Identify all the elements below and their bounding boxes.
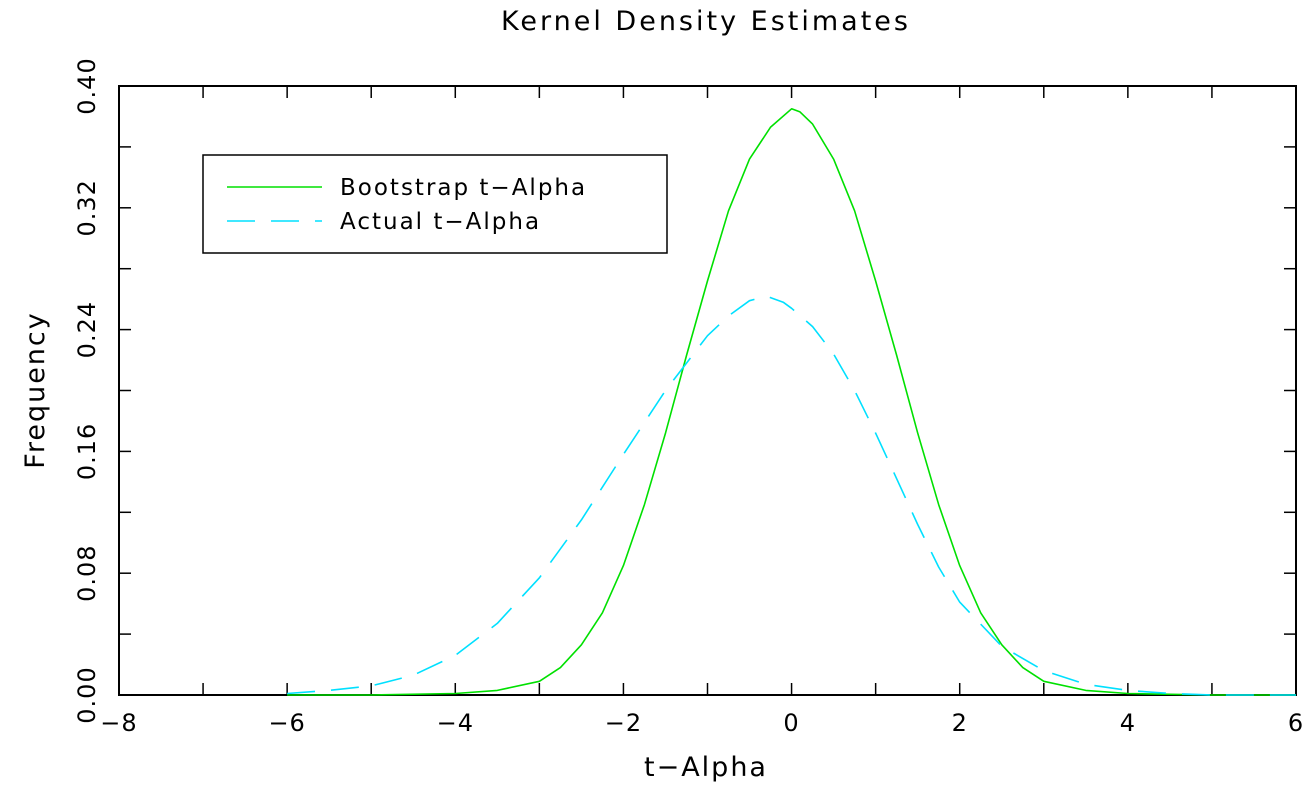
x-tick-label: −8 <box>100 709 137 737</box>
x-tick-label: 4 <box>1120 709 1136 737</box>
tick-labels: −8 −6 −4 −2 0 2 4 6 0.00 0.08 0.16 0.24 0.32 0.40 <box>73 57 1304 737</box>
x-tick-label: −2 <box>605 709 642 737</box>
series-line-bootstrap <box>287 108 1296 696</box>
series-line-actual <box>287 295 1296 696</box>
y-tick-label: 0.32 <box>73 179 101 236</box>
x-tick-label: 0 <box>783 709 799 737</box>
y-tick-label: 0.00 <box>73 666 101 723</box>
y-axis-label: Frequency <box>20 311 51 468</box>
legend-box <box>202 154 668 254</box>
x-tick-label: 2 <box>952 709 968 737</box>
y-tick-label: 0.40 <box>73 57 101 114</box>
x-tick-label: −4 <box>437 709 474 737</box>
axis-ticks <box>118 85 1297 696</box>
chart-title: Kernel Density Estimates <box>501 6 911 37</box>
legend: Bootstrap t−Alpha Actual t−Alpha <box>202 154 668 254</box>
x-tick-label: −6 <box>268 709 305 737</box>
legend-label-actual: Actual t−Alpha <box>340 209 541 235</box>
y-tick-label: 0.24 <box>73 301 101 358</box>
legend-label-bootstrap: Bootstrap t−Alpha <box>340 175 587 201</box>
series-layer <box>287 108 1296 696</box>
y-tick-label: 0.16 <box>73 423 101 480</box>
x-axis-label: t−Alpha <box>644 752 768 783</box>
x-tick-label: 6 <box>1288 709 1304 737</box>
y-tick-label: 0.08 <box>73 544 101 601</box>
